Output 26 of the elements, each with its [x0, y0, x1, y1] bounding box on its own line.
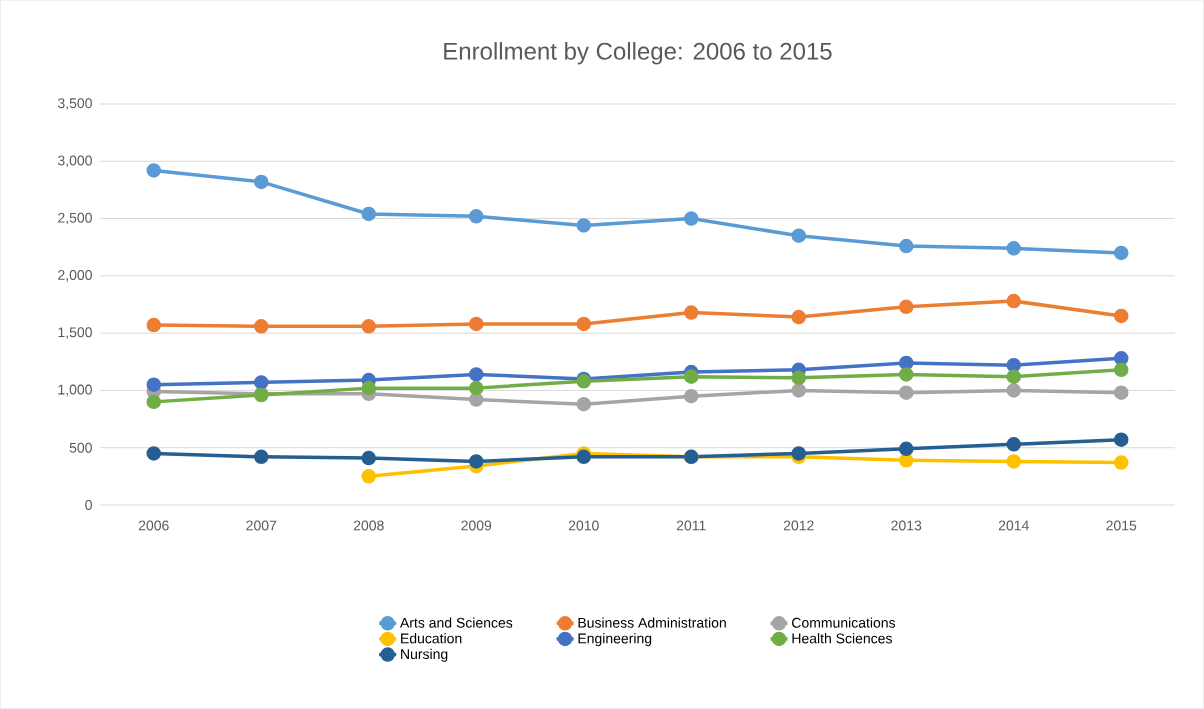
y-tick-label: 1,000 [58, 384, 92, 397]
x-tick-label: 2012 [783, 520, 814, 531]
y-tick-label: 3,500 [57, 98, 92, 110]
x-tick-label: 2013 [891, 520, 922, 531]
y-tick-label: 3,000 [57, 155, 92, 168]
x-tick-label: 2010 [568, 520, 599, 531]
legend-label: Education [401, 633, 462, 644]
legend-label: Health Sciences [792, 633, 892, 644]
y-tick-label: 0 [85, 500, 92, 510]
x-tick-label: 2014 [998, 520, 1029, 531]
legend-label: Communications [792, 617, 896, 628]
x-tick-label: 2015 [1106, 520, 1137, 531]
chart-title: Enrollment by College: 2006 to 2015 [444, 42, 832, 65]
legend-label: Arts and Sciences [400, 617, 513, 628]
x-tick-label: 2009 [461, 520, 492, 531]
x-tick-label: 2006 [138, 520, 169, 531]
y-tick-label: 1,500 [58, 327, 92, 339]
y-tick-label: 2,500 [58, 212, 92, 225]
legend-label: Nursing [401, 648, 448, 662]
y-tick-label: 500 [69, 442, 92, 453]
x-tick-label: 2008 [353, 520, 384, 531]
x-tick-label: 2007 [246, 520, 277, 531]
y-tick-label: 2,000 [58, 270, 92, 282]
legend-label: Engineering [578, 633, 652, 647]
x-tick-label: 2011 [676, 520, 706, 531]
legend-label: Business Administration [578, 617, 726, 628]
